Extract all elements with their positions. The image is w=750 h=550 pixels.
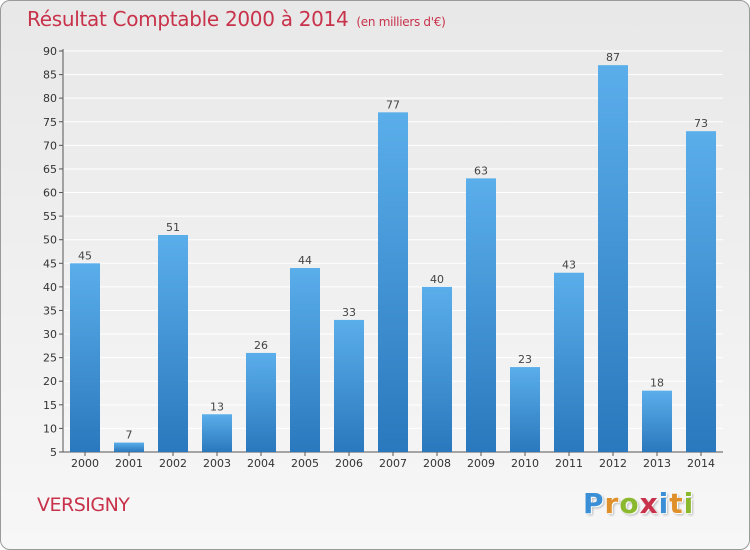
x-tick-label: 2001	[115, 457, 143, 470]
bar	[510, 367, 540, 452]
data-label: 87	[606, 51, 620, 64]
x-tick-label: 2014	[687, 457, 715, 470]
y-tick-label: 55	[43, 210, 57, 223]
data-label: 18	[650, 377, 664, 390]
y-tick-label: 75	[43, 116, 57, 129]
y-tick-label: 40	[43, 281, 57, 294]
bar	[246, 352, 276, 452]
x-tick-label: 2005	[291, 457, 319, 470]
chart-title-text: Résultat Comptable 2000 à 2014	[27, 7, 349, 31]
y-tick-label: 50	[43, 234, 57, 247]
x-tick-label: 2008	[423, 457, 451, 470]
proxiti-logo: Proxiti	[583, 487, 694, 520]
x-tick-label: 2010	[511, 457, 539, 470]
y-tick-label: 30	[43, 328, 57, 341]
y-tick-label: 85	[43, 69, 57, 82]
bar	[114, 442, 144, 452]
logo-letter: i	[683, 487, 695, 520]
chart-subtitle: (en milliers d'€)	[356, 15, 446, 29]
logo-letter: x	[639, 487, 659, 520]
bar	[686, 131, 716, 452]
bar	[158, 234, 188, 452]
data-label: 40	[430, 273, 444, 286]
bars	[70, 65, 716, 453]
data-label: 77	[386, 98, 400, 111]
data-label: 44	[298, 254, 312, 267]
bar	[290, 268, 320, 452]
data-label: 43	[562, 259, 576, 272]
logo-letter: t	[669, 487, 684, 520]
y-tick-label: 65	[43, 163, 57, 176]
data-label: 45	[78, 249, 92, 262]
x-tick-label: 2013	[643, 457, 671, 470]
data-label: 26	[254, 339, 268, 352]
y-tick-label: 80	[43, 92, 57, 105]
labels: 5 10 15 20 25 30 35 40 45 50 55 60 65 70 75 80 85 90 45 200…	[43, 45, 715, 470]
y-tick-label: 20	[43, 375, 57, 388]
x-tick-label: 2009	[467, 457, 495, 470]
bar	[642, 390, 672, 452]
bar	[202, 414, 232, 452]
y-tick-label: 10	[43, 422, 57, 435]
logo-letter: P	[583, 487, 605, 520]
data-label: 13	[210, 400, 224, 413]
data-label: 23	[518, 353, 532, 366]
x-tick-label: 2000	[71, 457, 99, 470]
x-tick-label: 2006	[335, 457, 363, 470]
x-tick-label: 2012	[599, 457, 627, 470]
y-tick-label: 70	[43, 139, 57, 152]
x-tick-label: 2011	[555, 457, 583, 470]
y-tick-label: 90	[43, 45, 57, 58]
x-tick-label: 2002	[159, 457, 187, 470]
y-tick-label: 35	[43, 304, 57, 317]
x-tick-label: 2003	[203, 457, 231, 470]
y-tick-label: 15	[43, 399, 57, 412]
bar	[334, 319, 364, 452]
data-label: 33	[342, 306, 356, 319]
bar	[378, 112, 408, 453]
logo-letter: r	[604, 487, 620, 520]
y-tick-label: 45	[43, 257, 57, 270]
chart-title: Résultat Comptable 2000 à 2014 (en millie…	[27, 7, 446, 31]
y-tick-label: 5	[50, 446, 57, 459]
bar	[598, 65, 628, 452]
bar	[466, 178, 496, 452]
data-label: 63	[474, 164, 488, 177]
data-label: 7	[126, 429, 133, 442]
y-tick-label: 60	[43, 187, 57, 200]
logo-letter: i	[658, 487, 670, 520]
logo-letter: o	[619, 487, 640, 520]
data-label: 51	[166, 221, 180, 234]
x-tick-label: 2004	[247, 457, 275, 470]
x-tick-label: 2007	[379, 457, 407, 470]
bar	[70, 263, 100, 452]
place-name: VERSIGNY	[37, 494, 130, 516]
y-tick-label: 25	[43, 352, 57, 365]
data-label: 73	[694, 117, 708, 130]
bar	[422, 286, 452, 452]
bar	[554, 272, 584, 452]
